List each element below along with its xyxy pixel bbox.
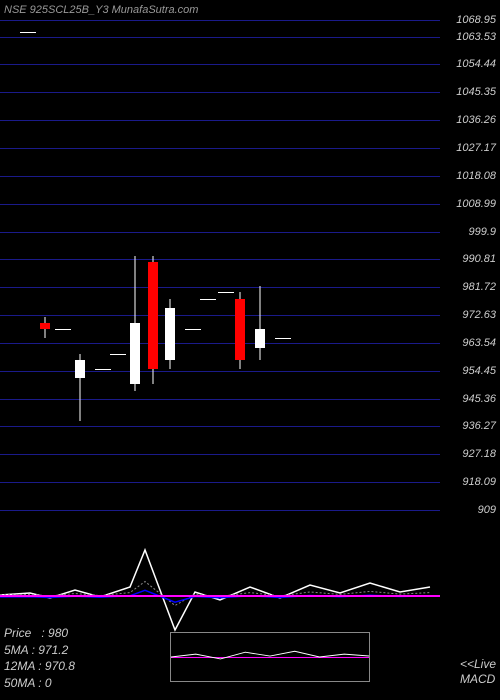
tick-mark: [275, 338, 291, 339]
candle: [40, 317, 50, 338]
y-axis-label: 1068.95: [456, 14, 496, 26]
gridline: [0, 232, 440, 233]
gridline: [0, 371, 440, 372]
live-line2: MACD: [460, 672, 496, 688]
gridline: [0, 120, 440, 121]
ma12-value: 970.8: [45, 659, 75, 673]
ma12-row: 12MA : 970.8: [4, 658, 75, 675]
info-box: Price : 980 5MA : 971.2 12MA : 970.8 50M…: [4, 625, 75, 692]
y-axis: 1068.951063.531054.441045.351036.261027.…: [440, 20, 500, 510]
y-axis-label: 1018.08: [456, 170, 496, 182]
gridline: [0, 20, 440, 21]
live-line1: <<Live: [460, 657, 496, 673]
inset-macd-line: [171, 633, 369, 681]
gridline: [0, 64, 440, 65]
gridline: [0, 176, 440, 177]
chart-header: NSE 925SCL25B_Y3 MunafaSutra.com: [4, 4, 198, 16]
gridline: [0, 37, 440, 38]
gridline: [0, 287, 440, 288]
y-axis-label: 999.9: [468, 226, 496, 238]
inset-macd-box: [170, 632, 370, 682]
ma5-label: 5MA: [4, 643, 28, 657]
tick-mark: [218, 292, 234, 293]
tick-mark: [20, 32, 36, 33]
live-macd-label: <<Live MACD: [460, 657, 496, 688]
gridline: [0, 315, 440, 316]
y-axis-label: 1045.35: [456, 86, 496, 98]
y-axis-label: 1063.53: [456, 31, 496, 43]
y-axis-label: 1027.17: [456, 142, 496, 154]
chart-title: NSE 925SCL25B_Y3 MunafaSutra.com: [4, 4, 198, 16]
macd-zero-line: [0, 595, 440, 597]
gridline: [0, 92, 440, 93]
price-value: 980: [48, 626, 68, 640]
y-axis-label: 990.81: [462, 253, 496, 265]
gridline: [0, 454, 440, 455]
candle: [255, 286, 265, 360]
y-axis-label: 1054.44: [456, 58, 496, 70]
tick-mark: [95, 369, 111, 370]
tick-mark: [200, 299, 216, 300]
ma12-label: 12MA: [4, 659, 35, 673]
gridline: [0, 204, 440, 205]
candle: [130, 256, 140, 391]
gridline: [0, 343, 440, 344]
ma50-label: 50MA: [4, 676, 35, 690]
price-label: Price: [4, 626, 31, 640]
price-row: Price : 980: [4, 625, 75, 642]
gridline: [0, 259, 440, 260]
candle: [148, 256, 158, 385]
y-axis-label: 1008.99: [456, 198, 496, 210]
tick-mark: [185, 329, 201, 330]
candle: [165, 299, 175, 369]
y-axis-label: 954.45: [462, 365, 496, 377]
candle: [235, 292, 245, 369]
gridline: [0, 426, 440, 427]
y-axis-label: 981.72: [462, 281, 496, 293]
price-chart-area: [0, 20, 440, 510]
tick-mark: [110, 354, 126, 355]
y-axis-label: 909: [478, 504, 496, 516]
y-axis-label: 963.54: [462, 337, 496, 349]
y-axis-label: 972.63: [462, 309, 496, 321]
gridline: [0, 510, 440, 511]
ma50-value: 0: [45, 676, 52, 690]
y-axis-label: 936.27: [462, 420, 496, 432]
ma5-row: 5MA : 971.2: [4, 642, 75, 659]
gridline: [0, 399, 440, 400]
gridline: [0, 148, 440, 149]
y-axis-label: 1036.26: [456, 114, 496, 126]
gridline: [0, 482, 440, 483]
y-axis-label: 927.18: [462, 448, 496, 460]
ma5-value: 971.2: [38, 643, 68, 657]
y-axis-label: 918.09: [462, 476, 496, 488]
ma50-row: 50MA : 0: [4, 675, 75, 692]
candle: [75, 354, 85, 421]
tick-mark: [55, 329, 71, 330]
y-axis-label: 945.36: [462, 393, 496, 405]
